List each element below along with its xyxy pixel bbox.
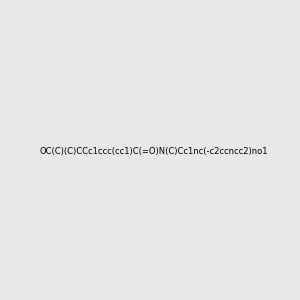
Text: OC(C)(C)CCc1ccc(cc1)C(=O)N(C)Cc1nc(-c2ccncc2)no1: OC(C)(C)CCc1ccc(cc1)C(=O)N(C)Cc1nc(-c2cc…: [40, 147, 268, 156]
